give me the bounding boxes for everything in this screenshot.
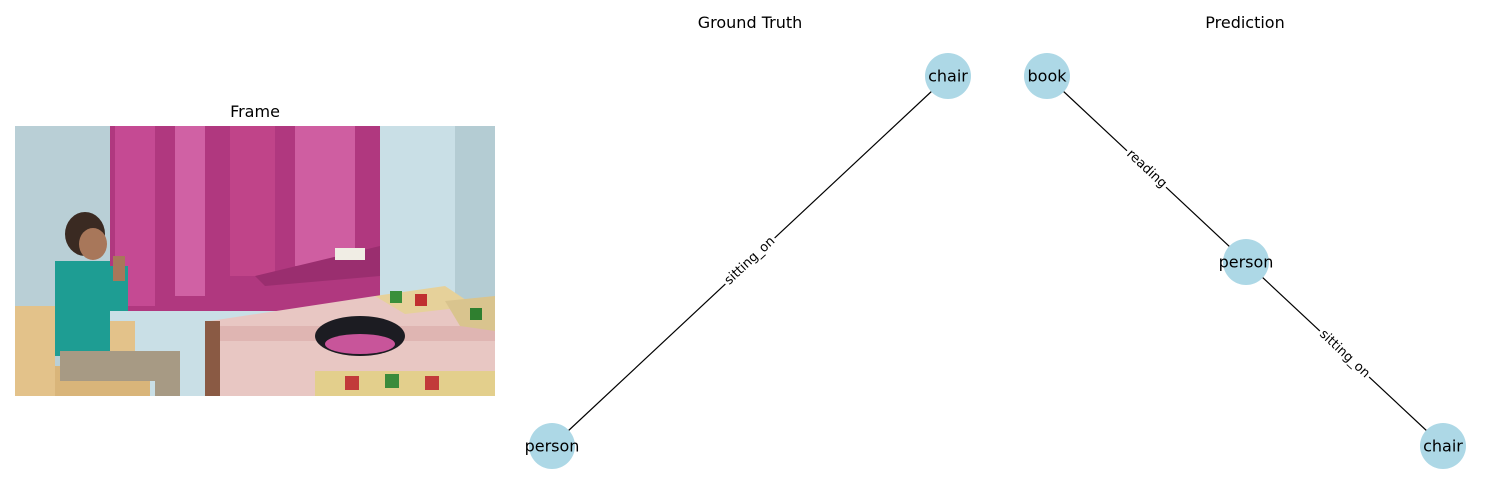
svg-text:reading: reading — [1123, 147, 1169, 192]
prediction-node-chair — [1420, 423, 1466, 469]
ground-truth-graph: sitting_on chair person — [525, 53, 971, 469]
ground_truth-edge-label-0: sitting_on — [720, 232, 780, 290]
ground-truth-title: Ground Truth — [697, 13, 803, 32]
svg-text:sitting_on: sitting_on — [1316, 327, 1373, 381]
ground_truth-node-chair — [925, 53, 971, 99]
frame-title: Frame — [230, 102, 280, 121]
svg-text:sitting_on: sitting_on — [722, 234, 779, 288]
video-frame-image — [15, 126, 495, 396]
prediction-node-label-chair: chair — [1423, 437, 1463, 456]
prediction-node-label-person: person — [1219, 253, 1274, 272]
prediction-title: Prediction — [1205, 13, 1285, 32]
prediction-node-person — [1223, 239, 1269, 285]
prediction-node-book — [1024, 53, 1070, 99]
ground_truth-node-label-person: person — [525, 437, 580, 456]
ground_truth-node-person — [529, 423, 575, 469]
prediction-edge-label-1: sitting_on — [1314, 325, 1375, 383]
prediction-node-label-book: book — [1028, 67, 1068, 86]
prediction-edge-label-0: reading — [1121, 145, 1172, 193]
ground_truth-node-label-chair: chair — [928, 67, 968, 86]
prediction-graph: reading sitting_on book person chair — [1024, 53, 1466, 469]
